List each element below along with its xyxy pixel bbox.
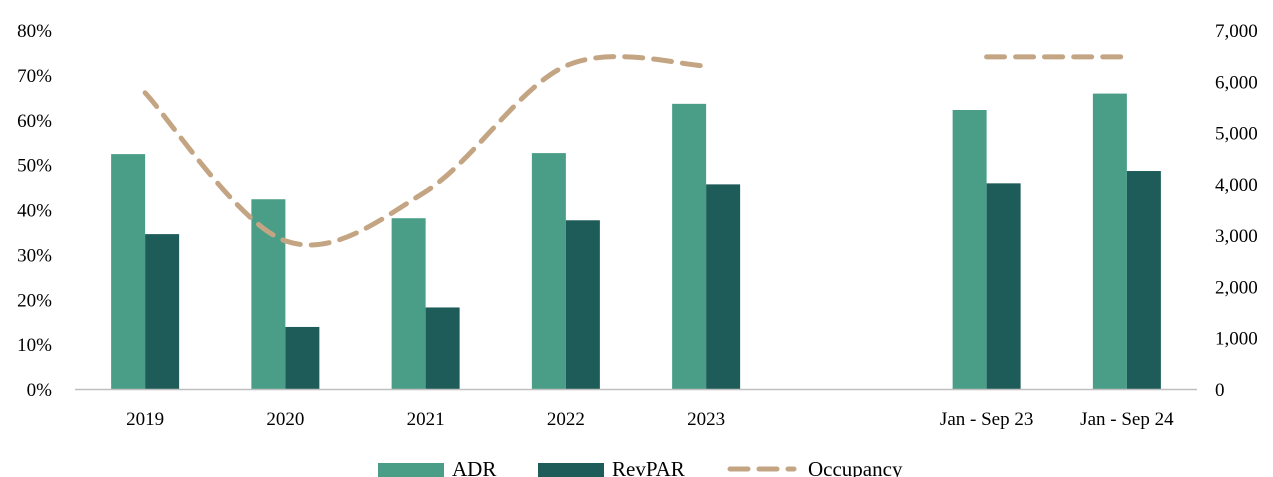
right-tick-label: 3,000 bbox=[1215, 226, 1258, 247]
left-tick-label: 80% bbox=[17, 21, 52, 42]
left-tick-label: 0% bbox=[27, 380, 53, 401]
category-label: 2019 bbox=[126, 409, 164, 430]
bar-adr bbox=[531, 153, 566, 389]
bar-adr bbox=[391, 218, 426, 389]
category-label: 2020 bbox=[266, 409, 304, 430]
bar-revpar bbox=[1126, 171, 1161, 389]
right-axis-ticks: 0 1,000 2,000 3,000 4,000 5,000 6,000 7,000 bbox=[1215, 21, 1258, 401]
right-tick-label: 4,000 bbox=[1215, 175, 1258, 196]
occupancy-line bbox=[142, 54, 1130, 248]
right-tick-label: 7,000 bbox=[1215, 21, 1258, 42]
bar-revpar bbox=[145, 234, 180, 389]
legend-label-occupancy: Occupancy bbox=[808, 457, 903, 477]
left-tick-label: 40% bbox=[17, 201, 52, 222]
legend: ADR RevPAR Occupancy bbox=[378, 457, 903, 477]
legend-label-adr: ADR bbox=[452, 457, 496, 477]
legend-swatch-revpar bbox=[538, 463, 604, 477]
bar-series bbox=[111, 93, 1161, 390]
bar-revpar bbox=[425, 307, 460, 389]
bar-adr bbox=[1092, 93, 1127, 389]
bar-adr bbox=[111, 154, 146, 389]
legend-label-revpar: RevPAR bbox=[612, 457, 685, 477]
left-tick-label: 20% bbox=[17, 290, 52, 311]
left-tick-label: 70% bbox=[17, 66, 52, 87]
right-tick-label: 5,000 bbox=[1215, 124, 1258, 145]
bar-revpar bbox=[565, 220, 600, 389]
bar-revpar bbox=[706, 184, 741, 389]
left-tick-label: 30% bbox=[17, 245, 52, 266]
right-tick-label: 6,000 bbox=[1215, 72, 1258, 93]
category-labels: 2019 2020 2021 2022 2023 Jan - Sep 23 Jan - Se… bbox=[126, 409, 1174, 430]
bar-adr bbox=[672, 103, 707, 389]
legend-swatch-adr bbox=[378, 463, 444, 477]
category-label: Jan - Sep 24 bbox=[1080, 409, 1174, 430]
bar-revpar bbox=[285, 326, 320, 389]
left-tick-label: 60% bbox=[17, 111, 52, 132]
bar-adr bbox=[251, 199, 286, 389]
right-tick-label: 0 bbox=[1215, 380, 1225, 401]
right-tick-label: 2,000 bbox=[1215, 277, 1258, 298]
bar-revpar bbox=[986, 183, 1021, 389]
left-tick-label: 50% bbox=[17, 156, 52, 177]
left-tick-label: 10% bbox=[17, 335, 52, 356]
right-tick-label: 1,000 bbox=[1215, 329, 1258, 350]
category-label: 2022 bbox=[547, 409, 585, 430]
category-label: Jan - Sep 23 bbox=[940, 409, 1033, 430]
left-axis-ticks: 0% 10% 20% 30% 40% 50% 60% 70% 80% bbox=[17, 21, 52, 401]
category-label: 2023 bbox=[687, 409, 725, 430]
category-label: 2021 bbox=[407, 409, 445, 430]
bar-adr bbox=[952, 110, 987, 390]
